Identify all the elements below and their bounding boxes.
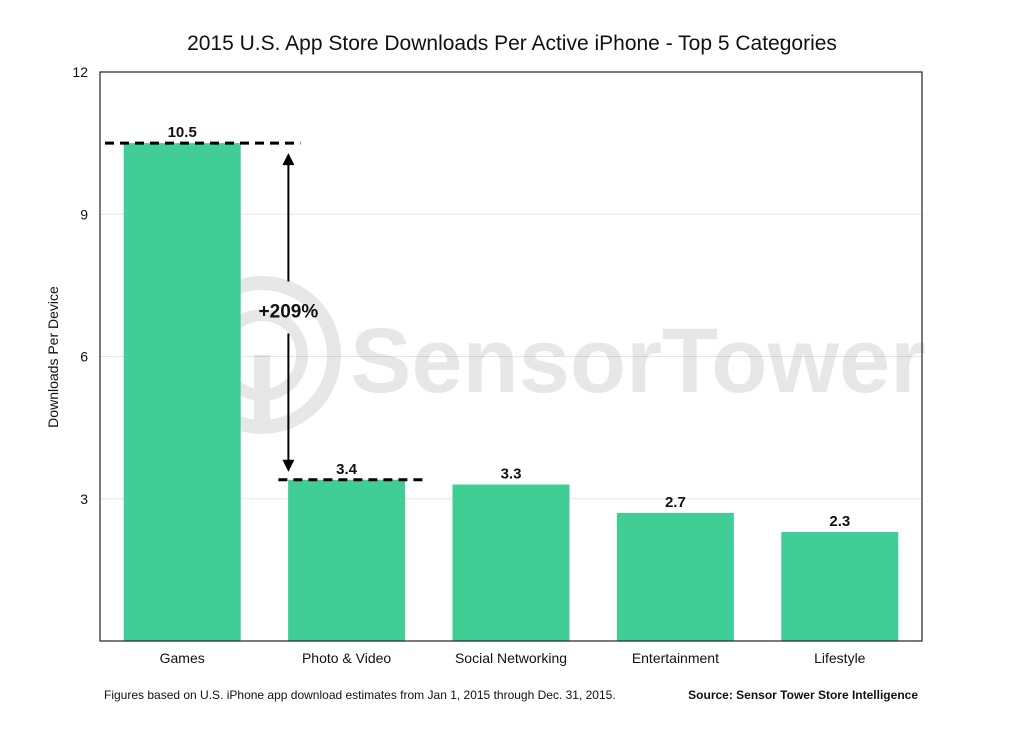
x-tick-label: Photo & Video [302, 650, 391, 666]
y-tick-label: 9 [80, 206, 88, 222]
bar-lifestyle [781, 531, 899, 641]
bar-social-networking [452, 484, 570, 641]
y-tick-label: 3 [80, 491, 88, 507]
bar-entertainment [616, 512, 734, 641]
data-label: 3.3 [501, 466, 522, 483]
x-tick-label: Entertainment [632, 650, 719, 666]
watermark: SensorTower [183, 276, 926, 434]
x-tick-label: Lifestyle [814, 650, 866, 666]
footnote: Figures based on U.S. iPhone app downloa… [104, 688, 616, 702]
x-tick-label: Social Networking [455, 650, 567, 666]
arrow-down-icon [282, 459, 295, 472]
data-label: 3.4 [336, 461, 358, 478]
chart-title: 2015 U.S. App Store Downloads Per Active… [187, 32, 837, 55]
annotation-label: +209% [259, 301, 319, 322]
data-label: 2.3 [829, 513, 850, 530]
y-axis-label: Downloads Per Device [45, 286, 61, 428]
y-tick-label: 12 [72, 64, 88, 80]
data-label: 2.7 [665, 494, 686, 511]
y-tick-label: 6 [80, 349, 88, 365]
bar-games [123, 143, 241, 641]
svg-text:SensorTower: SensorTower [350, 310, 926, 412]
plot-frame [99, 71, 923, 642]
data-label: 10.5 [168, 124, 197, 141]
bar-photo-video [288, 479, 406, 641]
source: Source: Sensor Tower Store Intelligence [688, 688, 918, 702]
x-tick-label: Games [160, 650, 205, 666]
arrow-up-icon [282, 153, 295, 166]
